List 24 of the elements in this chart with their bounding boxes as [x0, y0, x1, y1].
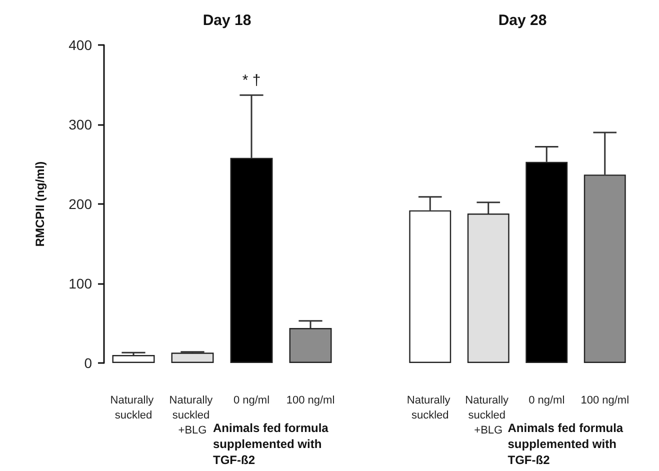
y-tick-label: 0 [84, 355, 92, 371]
bar [289, 328, 332, 363]
x-tick-label: Naturally suckled [110, 394, 157, 422]
y-tick-label: 300 [68, 116, 92, 132]
x-tick-label: 100 ng/ml [286, 394, 335, 406]
bar [230, 158, 273, 363]
bar [526, 162, 568, 363]
x-tick-label: 0 ng/ml [528, 394, 565, 406]
bar [112, 355, 155, 363]
y-tick-label: 100 [68, 276, 92, 292]
bar [467, 214, 510, 363]
bar [171, 352, 214, 363]
y-tick-label: 200 [68, 196, 92, 212]
x-tick-label: Naturally suckled [406, 394, 454, 422]
text: Animals fed formula supplemented with TGF-ß2 [508, 421, 626, 467]
chart-title: Day 28 [498, 12, 547, 29]
x-tick-label: 0 ng/ml [233, 394, 270, 406]
y-axis-title: RMCPII (ng/ml) [33, 161, 47, 247]
bar [409, 210, 452, 363]
bar [584, 174, 626, 363]
y-tick-label: 400 [68, 37, 92, 53]
annotation: * † [242, 72, 261, 90]
chart-title: Day 18 [202, 12, 252, 29]
x-tick-label: 100 ng/ml [580, 394, 630, 406]
